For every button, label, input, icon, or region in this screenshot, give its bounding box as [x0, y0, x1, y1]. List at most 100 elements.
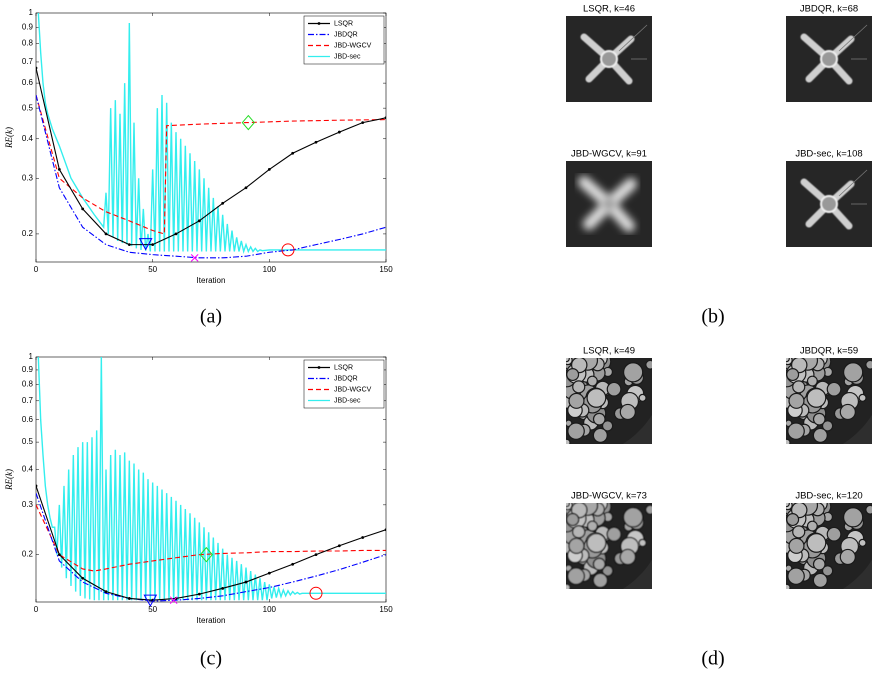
x-axis-label: Iteration: [197, 616, 226, 625]
cell: [788, 392, 805, 409]
series-dot: [36, 484, 38, 488]
cell: [619, 403, 636, 421]
legend-label: JBD-sec: [334, 397, 361, 404]
image-content: [786, 503, 872, 589]
axes-box: [35, 12, 387, 263]
y-tick-label: 0.3: [22, 500, 34, 509]
cell: [566, 513, 580, 527]
legend-dot: [317, 22, 321, 25]
cell: [606, 381, 622, 397]
series-line: [36, 94, 386, 259]
cell: [806, 520, 818, 532]
series-dot: [127, 597, 131, 600]
y-axis-label: RE(k): [4, 469, 14, 491]
image-content: [786, 16, 872, 102]
cell: [586, 532, 607, 553]
cell: [787, 422, 805, 440]
series-dot: [197, 592, 201, 596]
cell: [842, 362, 864, 383]
series-dot: [81, 576, 85, 580]
image-title: JBD-WGCV, k=91: [571, 149, 647, 160]
chart: 0.2 0.3 0.4 0.5 0.6 0.7 0.8 0.9 1 0 50 100 150 Iterat…: [4, 8, 393, 327]
image-content: [786, 358, 872, 444]
satellite: [800, 178, 855, 230]
image: [566, 16, 652, 102]
y-tick-label: 0.8: [22, 380, 34, 389]
y-tick-label: 0.7: [22, 396, 34, 405]
series-dot: [57, 168, 61, 171]
image-title: LSQR, k=46: [583, 4, 635, 15]
legend-label: JBDQR: [334, 31, 358, 38]
series-line: [37, 357, 386, 601]
series-dot: [314, 140, 318, 144]
series-dot: [384, 528, 386, 532]
cell: [586, 520, 598, 532]
antenna: [838, 24, 868, 52]
image: [566, 161, 652, 247]
y-tick-label: 0.5: [22, 103, 34, 112]
legend-label: JBD-WGCV: [334, 386, 372, 393]
series-dot: [197, 219, 201, 223]
y-axis-label: RE(k): [4, 127, 14, 149]
y-tick-label: 0.7: [22, 57, 34, 66]
series-dot: [361, 121, 365, 125]
axes-box: [35, 356, 387, 603]
cell: [865, 504, 872, 515]
cell: [792, 525, 806, 539]
cell: [566, 358, 570, 363]
series-dot: [151, 243, 155, 247]
cell: [645, 504, 652, 515]
cell: [865, 359, 872, 370]
series-dot: [174, 232, 178, 236]
cell: [812, 427, 828, 443]
cell: [566, 583, 571, 589]
cell: [592, 412, 606, 426]
cell: [586, 387, 607, 408]
series-dot: [244, 186, 248, 190]
x-tick-label: 100: [263, 265, 277, 274]
body: [820, 195, 838, 213]
marker-triangle: [143, 594, 158, 607]
cell: [572, 380, 586, 394]
cell: [601, 565, 614, 577]
series-dot: [267, 571, 271, 575]
cell: [619, 548, 636, 566]
cell: [567, 422, 585, 440]
image-content: [566, 503, 652, 589]
cell: [858, 393, 867, 402]
cell: [572, 525, 586, 539]
antenna: [838, 169, 868, 197]
x-tick-label: 150: [379, 605, 393, 614]
image-content: [566, 358, 652, 444]
image-content: [566, 16, 652, 102]
cell: [821, 565, 834, 577]
x-tick-label: 100: [263, 605, 277, 614]
cell: [567, 567, 585, 585]
cell: [788, 537, 805, 554]
series-dot: [127, 243, 131, 247]
marker-triangle: [138, 238, 153, 251]
body: [820, 50, 838, 68]
series-dot: [221, 201, 225, 205]
y-tick-label: 0.2: [22, 550, 34, 559]
satellite: [800, 33, 855, 85]
caption: (b): [701, 306, 724, 328]
image: [786, 16, 872, 102]
cell: [786, 368, 800, 382]
marker-diamond: [199, 546, 213, 563]
cell: [786, 513, 800, 527]
series-dot: [314, 553, 318, 557]
cell: [638, 393, 647, 402]
cell: [786, 583, 791, 589]
plot-area: [36, 357, 386, 602]
cell: [842, 507, 864, 528]
y-tick-label: 1: [29, 8, 34, 17]
image-title: JBDQR, k=59: [800, 346, 858, 357]
image: [786, 161, 872, 247]
chart: 0.2 0.3 0.4 0.5 0.6 0.7 0.8 0.9 1 0 50 100 150 Iterat…: [4, 352, 393, 669]
cell: [566, 438, 571, 444]
legend-label: LSQR: [334, 364, 353, 371]
y-tick-label: 0.6: [22, 78, 34, 87]
y-tick-label: 0.4: [22, 134, 34, 143]
